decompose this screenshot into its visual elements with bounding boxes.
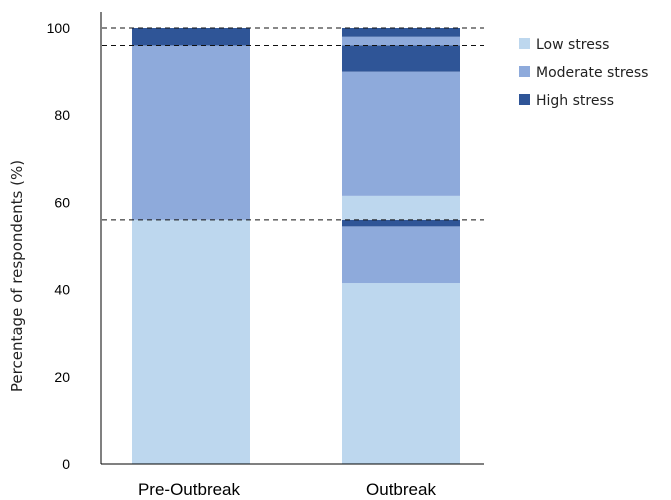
x-category-label-outbreak: Outbreak <box>366 480 436 499</box>
x-category-labels: Pre-Outbreak Outbreak <box>138 480 436 499</box>
bar-segment-pre-outbreak-moderate-1 <box>132 45 250 220</box>
reference-lines <box>102 27 484 221</box>
bar-segment-pre-outbreak-high-2 <box>132 28 250 46</box>
y-tick-label-40: 40 <box>54 282 70 298</box>
y-tick-labels: 0 20 40 60 80 100 <box>47 20 71 472</box>
legend-label-moderate: Moderate stress <box>536 65 648 81</box>
legend-swatch-low <box>519 38 530 49</box>
legend-swatch-moderate <box>519 66 530 77</box>
axes-layer <box>100 12 484 465</box>
y-tick-label-80: 80 <box>54 107 70 123</box>
bar-segment-pre-outbreak-low-0 <box>132 219 250 464</box>
bar-segment-outbreak-moderate-4 <box>342 71 460 196</box>
legend-swatch-high <box>519 94 530 105</box>
y-axis-label: Percentage of respondents (%) <box>8 160 26 392</box>
bar-segment-outbreak-low-0 <box>342 283 460 464</box>
legend-label-high: High stress <box>536 93 614 109</box>
bar-segment-outbreak-moderate-1 <box>342 226 460 284</box>
x-category-label-pre-outbreak: Pre-Outbreak <box>138 480 241 499</box>
legend: Low stress Moderate stress High stress <box>519 37 648 109</box>
bar-segment-outbreak-high-2 <box>342 219 460 227</box>
bar-segment-outbreak-high-7 <box>342 28 460 37</box>
y-tick-label-60: 60 <box>54 194 70 210</box>
bar-segment-outbreak-low-3 <box>342 195 460 220</box>
y-tick-label-100: 100 <box>47 20 71 36</box>
bars-layer <box>132 28 460 464</box>
bar-segment-outbreak-moderate-6 <box>342 36 460 46</box>
y-tick-label-20: 20 <box>54 369 70 385</box>
legend-label-low: Low stress <box>536 37 609 53</box>
y-tick-label-0: 0 <box>62 456 70 472</box>
bar-segment-outbreak-high-5 <box>342 45 460 72</box>
